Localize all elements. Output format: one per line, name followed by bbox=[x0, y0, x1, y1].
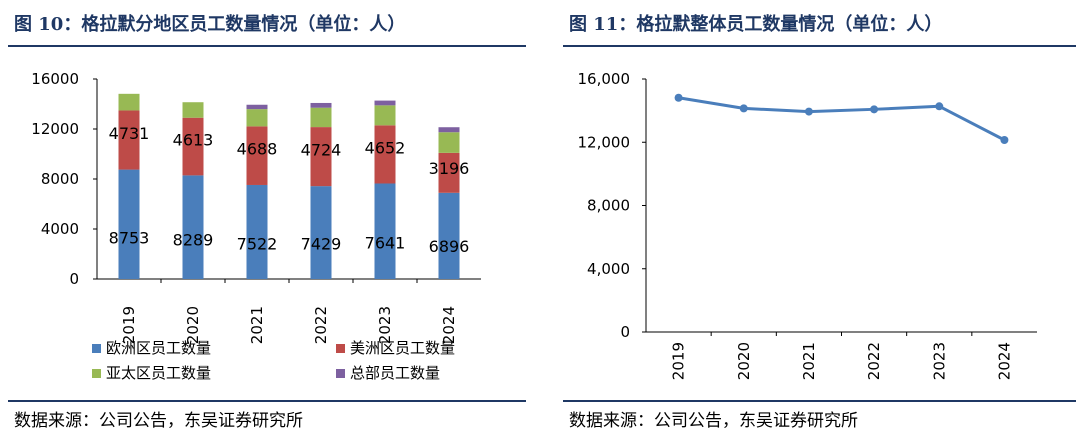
left-chart-title: 图 10：格拉默分地区员工数量情况（单位：人） bbox=[14, 14, 406, 35]
bar-data-label: 4613 bbox=[173, 131, 214, 150]
y-tick-label: 16,000 bbox=[578, 70, 631, 88]
legend-swatch bbox=[336, 369, 345, 378]
bar-segment bbox=[246, 104, 268, 110]
left-panel: 图 10：格拉默分地区员工数量情况（单位：人） 0 4000 8000 12000 16… bbox=[0, 0, 530, 438]
bar-segment bbox=[374, 125, 396, 184]
x-tick-label: 2024 bbox=[995, 342, 1013, 380]
left-source-rule bbox=[8, 400, 526, 402]
legend-swatch bbox=[92, 344, 101, 353]
x-tick-label: 2022 bbox=[865, 342, 883, 380]
bar-data-label: 4731 bbox=[109, 124, 150, 143]
y-tick-label: 0 bbox=[620, 323, 630, 341]
left-title-rule bbox=[8, 45, 526, 47]
x-tick-label: 2021 bbox=[800, 342, 818, 380]
bar-segment bbox=[118, 93, 140, 111]
legend-label: 美洲区员工数量 bbox=[350, 339, 455, 357]
bar-data-label: 7641 bbox=[365, 234, 406, 253]
y-tick-label: 12000 bbox=[31, 120, 79, 138]
bar-data-label: 8289 bbox=[173, 231, 214, 250]
right-chart-title: 图 11：格拉默整体员工数量情况（单位：人） bbox=[569, 14, 943, 35]
x-tick-label: 2020 bbox=[184, 306, 202, 344]
bar-data-label: 7429 bbox=[301, 235, 342, 254]
legend-label: 总部员工数量 bbox=[350, 364, 440, 382]
legend-swatch bbox=[92, 369, 101, 378]
bar-segment bbox=[182, 117, 204, 176]
x-tick-label: 2021 bbox=[248, 306, 266, 344]
legend-swatch bbox=[336, 344, 345, 353]
series-line bbox=[678, 96, 1006, 142]
left-source-note: 数据来源：公司公告，东吴证券研究所 bbox=[14, 411, 303, 431]
data-point bbox=[804, 107, 813, 116]
line-chart: 0 4,000 8,000 12,000 16,000 2019 2020 2021 2022 2… bbox=[578, 70, 1037, 380]
bar-segment bbox=[246, 184, 268, 279]
bar-segment bbox=[310, 127, 332, 187]
bar-data-label: 3196 bbox=[429, 159, 470, 178]
data-point bbox=[674, 93, 683, 102]
x-tick-label: 2023 bbox=[376, 306, 394, 344]
y-tick-label: 4,000 bbox=[587, 260, 630, 278]
bar-segment bbox=[374, 100, 396, 106]
stacked-bar-chart: 0 4000 8000 12000 16000 2019 8753 4731 2020 8289 4… bbox=[31, 70, 481, 382]
bar-segment bbox=[246, 126, 268, 185]
bar-data-label: 7522 bbox=[237, 234, 278, 253]
bar-data-label: 6896 bbox=[429, 237, 470, 256]
x-tick-label: 2024 bbox=[440, 306, 458, 344]
data-point bbox=[1000, 136, 1009, 145]
y-tick-label: 4000 bbox=[41, 220, 79, 238]
x-tick-label: 2019 bbox=[670, 342, 688, 380]
right-source-note: 数据来源：公司公告，东吴证券研究所 bbox=[569, 411, 858, 431]
bar-segment bbox=[310, 107, 332, 128]
data-point bbox=[739, 104, 748, 113]
x-tick-label: 2020 bbox=[735, 342, 753, 380]
bar-segment bbox=[182, 175, 204, 279]
right-panel: 图 11：格拉默整体员工数量情况（单位：人） 0 4,000 8,000 12,000… bbox=[555, 0, 1080, 438]
y-tick-label: 16000 bbox=[31, 70, 79, 88]
x-tick-label: 2023 bbox=[930, 342, 948, 380]
x-tick-label: 2022 bbox=[312, 306, 330, 344]
bar-segment bbox=[374, 183, 396, 279]
y-tick-label: 12,000 bbox=[578, 133, 631, 151]
bar-data-label: 4724 bbox=[301, 141, 342, 160]
bar-data-label: 4688 bbox=[237, 140, 278, 159]
legend-label: 亚太区员工数量 bbox=[106, 364, 211, 382]
bar-segment bbox=[310, 102, 332, 108]
x-tick-label: 2019 bbox=[120, 306, 138, 344]
data-point bbox=[870, 105, 879, 114]
bar-segment bbox=[438, 132, 460, 153]
right-source-rule bbox=[563, 400, 1076, 402]
bar-segment bbox=[246, 109, 268, 127]
bar-segment bbox=[374, 105, 396, 126]
bar-segment bbox=[182, 102, 204, 118]
bar-data-label: 4652 bbox=[365, 138, 406, 157]
legend-label: 欧洲区员工数量 bbox=[106, 339, 211, 357]
bar-segment bbox=[118, 110, 140, 170]
y-tick-label: 0 bbox=[69, 270, 79, 288]
y-tick-label: 8,000 bbox=[587, 197, 630, 215]
bar-segment bbox=[310, 186, 332, 279]
bar-segment bbox=[438, 127, 460, 133]
bar-segment bbox=[118, 169, 140, 279]
y-tick-label: 8000 bbox=[41, 170, 79, 188]
bar-data-label: 8753 bbox=[109, 228, 150, 247]
bar-segment bbox=[438, 192, 460, 279]
data-point bbox=[935, 102, 944, 111]
right-title-rule bbox=[563, 45, 1076, 47]
bar-segment bbox=[438, 152, 460, 193]
